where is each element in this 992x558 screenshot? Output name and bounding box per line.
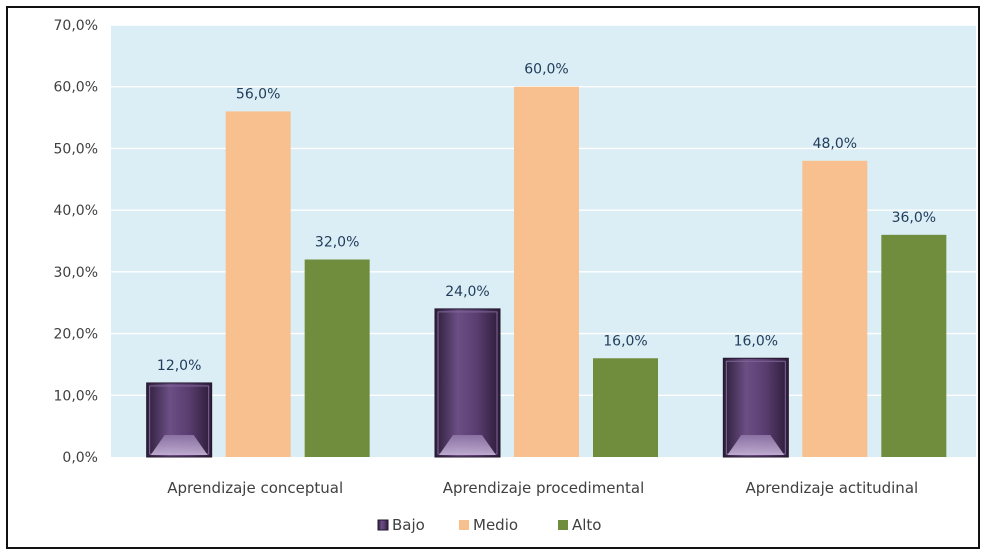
y-tick-label: 40,0% xyxy=(54,203,98,219)
bar-bajo-bevel xyxy=(439,435,496,455)
legend-alto-label: Alto xyxy=(572,516,602,534)
bar-alto xyxy=(593,358,658,457)
x-category-label: Aprendizaje conceptual xyxy=(167,479,343,497)
bars xyxy=(146,86,947,458)
y-tick-label: 0,0% xyxy=(62,450,98,466)
legend: Bajo Medio Alto xyxy=(377,516,602,534)
data-label: 56,0% xyxy=(236,86,280,102)
y-tick-label: 20,0% xyxy=(54,327,98,343)
y-axis-ticks: 0,0% 10,0% 20,0% 30,0% 40,0% 50,0% 60,0% 70,0% xyxy=(54,18,98,466)
bar-medio xyxy=(802,160,868,457)
legend-bajo-label: Bajo xyxy=(392,516,425,534)
bar-bajo xyxy=(434,308,501,458)
legend-medio-swatch xyxy=(459,520,469,530)
bar-medio xyxy=(225,111,291,458)
data-label: 16,0% xyxy=(603,333,647,349)
data-label: 60,0% xyxy=(524,62,568,78)
x-category-label: Aprendizaje procedimental xyxy=(443,479,645,497)
y-tick-label: 60,0% xyxy=(54,80,98,96)
data-labels: 12,0% 56,0% 32,0% 24,0% 60,0% 16,0% 16,0% 48,0%… xyxy=(157,62,936,374)
x-category-label: Aprendizaje actitudinal xyxy=(745,479,918,497)
data-label: 16,0% xyxy=(734,333,778,349)
bar-alto xyxy=(881,234,947,457)
y-tick-label: 50,0% xyxy=(54,141,98,157)
y-tick-label: 10,0% xyxy=(54,388,98,404)
data-label: 12,0% xyxy=(157,358,201,374)
legend-medio-label: Medio xyxy=(473,516,518,534)
data-label: 24,0% xyxy=(445,284,489,300)
x-axis-labels: Aprendizaje conceptual Aprendizaje proced… xyxy=(167,479,918,497)
legend-bajo-swatch xyxy=(377,519,389,531)
bar-alto xyxy=(304,259,370,457)
y-tick-label: 30,0% xyxy=(54,265,98,281)
data-label: 48,0% xyxy=(813,136,857,152)
bar-bajo-bevel xyxy=(727,435,785,455)
data-label: 36,0% xyxy=(892,210,936,226)
y-tick-label: 70,0% xyxy=(54,18,98,34)
bar-medio xyxy=(514,86,579,457)
data-label: 32,0% xyxy=(315,235,359,251)
bar-bajo-bevel xyxy=(150,435,208,455)
legend-alto-swatch xyxy=(558,520,568,530)
